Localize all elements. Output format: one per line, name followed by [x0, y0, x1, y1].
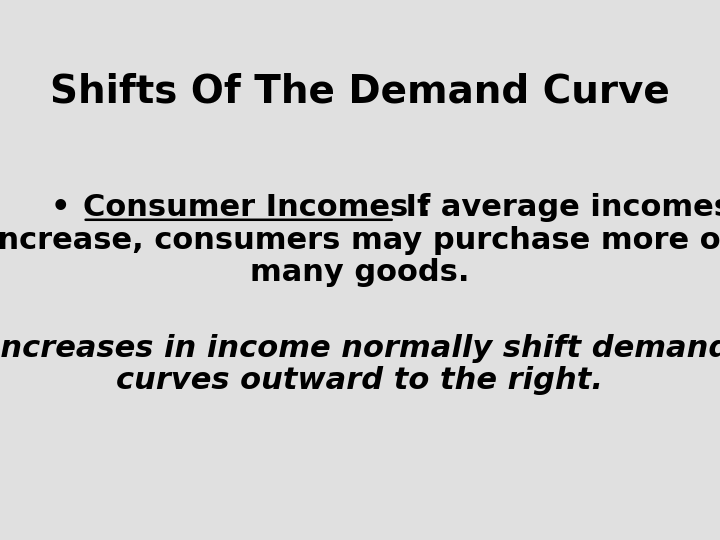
Text: If average incomes: If average incomes	[395, 193, 720, 222]
Text: Shifts Of The Demand Curve: Shifts Of The Demand Curve	[50, 73, 670, 111]
Text: increase, consumers may purchase more of: increase, consumers may purchase more of	[0, 226, 720, 255]
Text: many goods.: many goods.	[251, 258, 469, 287]
Text: Consumer Incomes :: Consumer Incomes :	[83, 193, 431, 222]
Text: •: •	[50, 193, 70, 222]
Text: Increases in income normally shift demand: Increases in income normally shift deman…	[0, 334, 720, 363]
Text: curves outward to the right.: curves outward to the right.	[117, 366, 603, 395]
